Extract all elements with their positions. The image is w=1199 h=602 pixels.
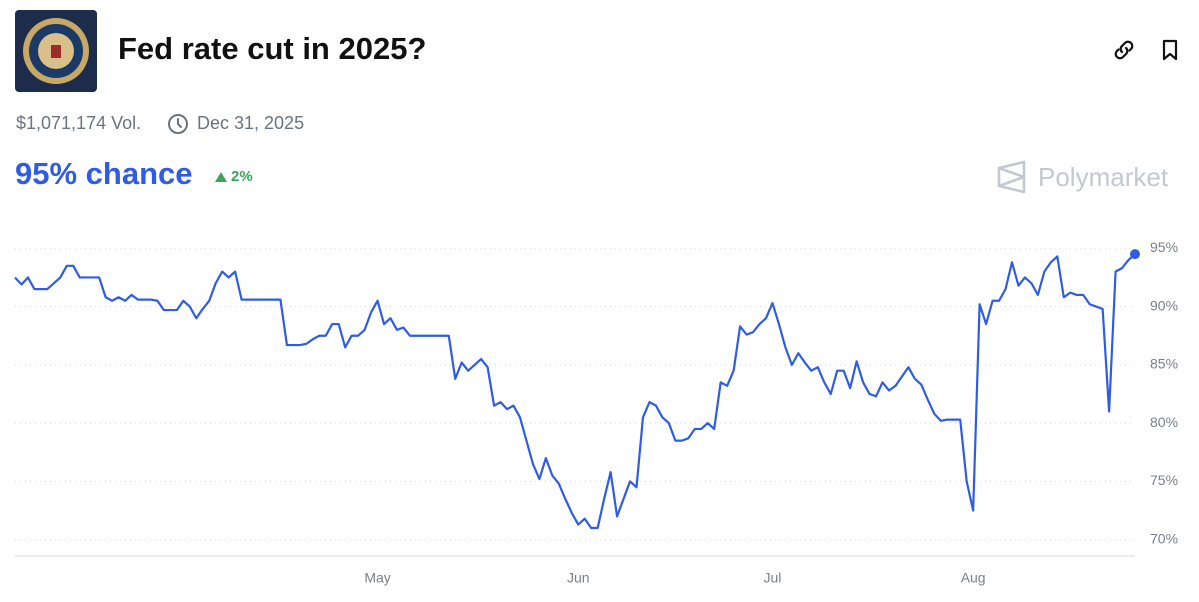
y-tick-label: 75%	[1150, 472, 1178, 488]
x-tick-label: Jul	[764, 570, 782, 586]
up-arrow	[215, 172, 227, 182]
price-line	[14, 253, 1136, 530]
x-tick-label: Aug	[961, 570, 986, 586]
brand-logo	[997, 160, 1026, 194]
y-tick-label: 95%	[1150, 239, 1178, 255]
chance: 95% chance	[15, 156, 193, 191]
link-button[interactable]	[1112, 38, 1136, 62]
y-tick-label: 90%	[1150, 297, 1178, 313]
last-point	[1130, 249, 1140, 260]
y-tick-label: 85%	[1150, 356, 1178, 372]
market-logo	[15, 10, 97, 92]
volume: $1,071,174 Vol.	[16, 113, 142, 133]
y-tick-label: 70%	[1150, 530, 1178, 546]
market-title: Fed rate cut in 2025?	[118, 31, 427, 66]
brand: Polymarket	[1038, 162, 1169, 192]
x-tick-label: May	[364, 570, 390, 586]
end-date: Dec 31, 2025	[197, 113, 305, 133]
change: 2%	[231, 168, 253, 185]
x-tick-label: Jun	[567, 570, 590, 586]
clock-icon	[168, 114, 188, 134]
y-tick-label: 80%	[1150, 414, 1178, 430]
bookmark-button[interactable]	[1158, 38, 1182, 62]
